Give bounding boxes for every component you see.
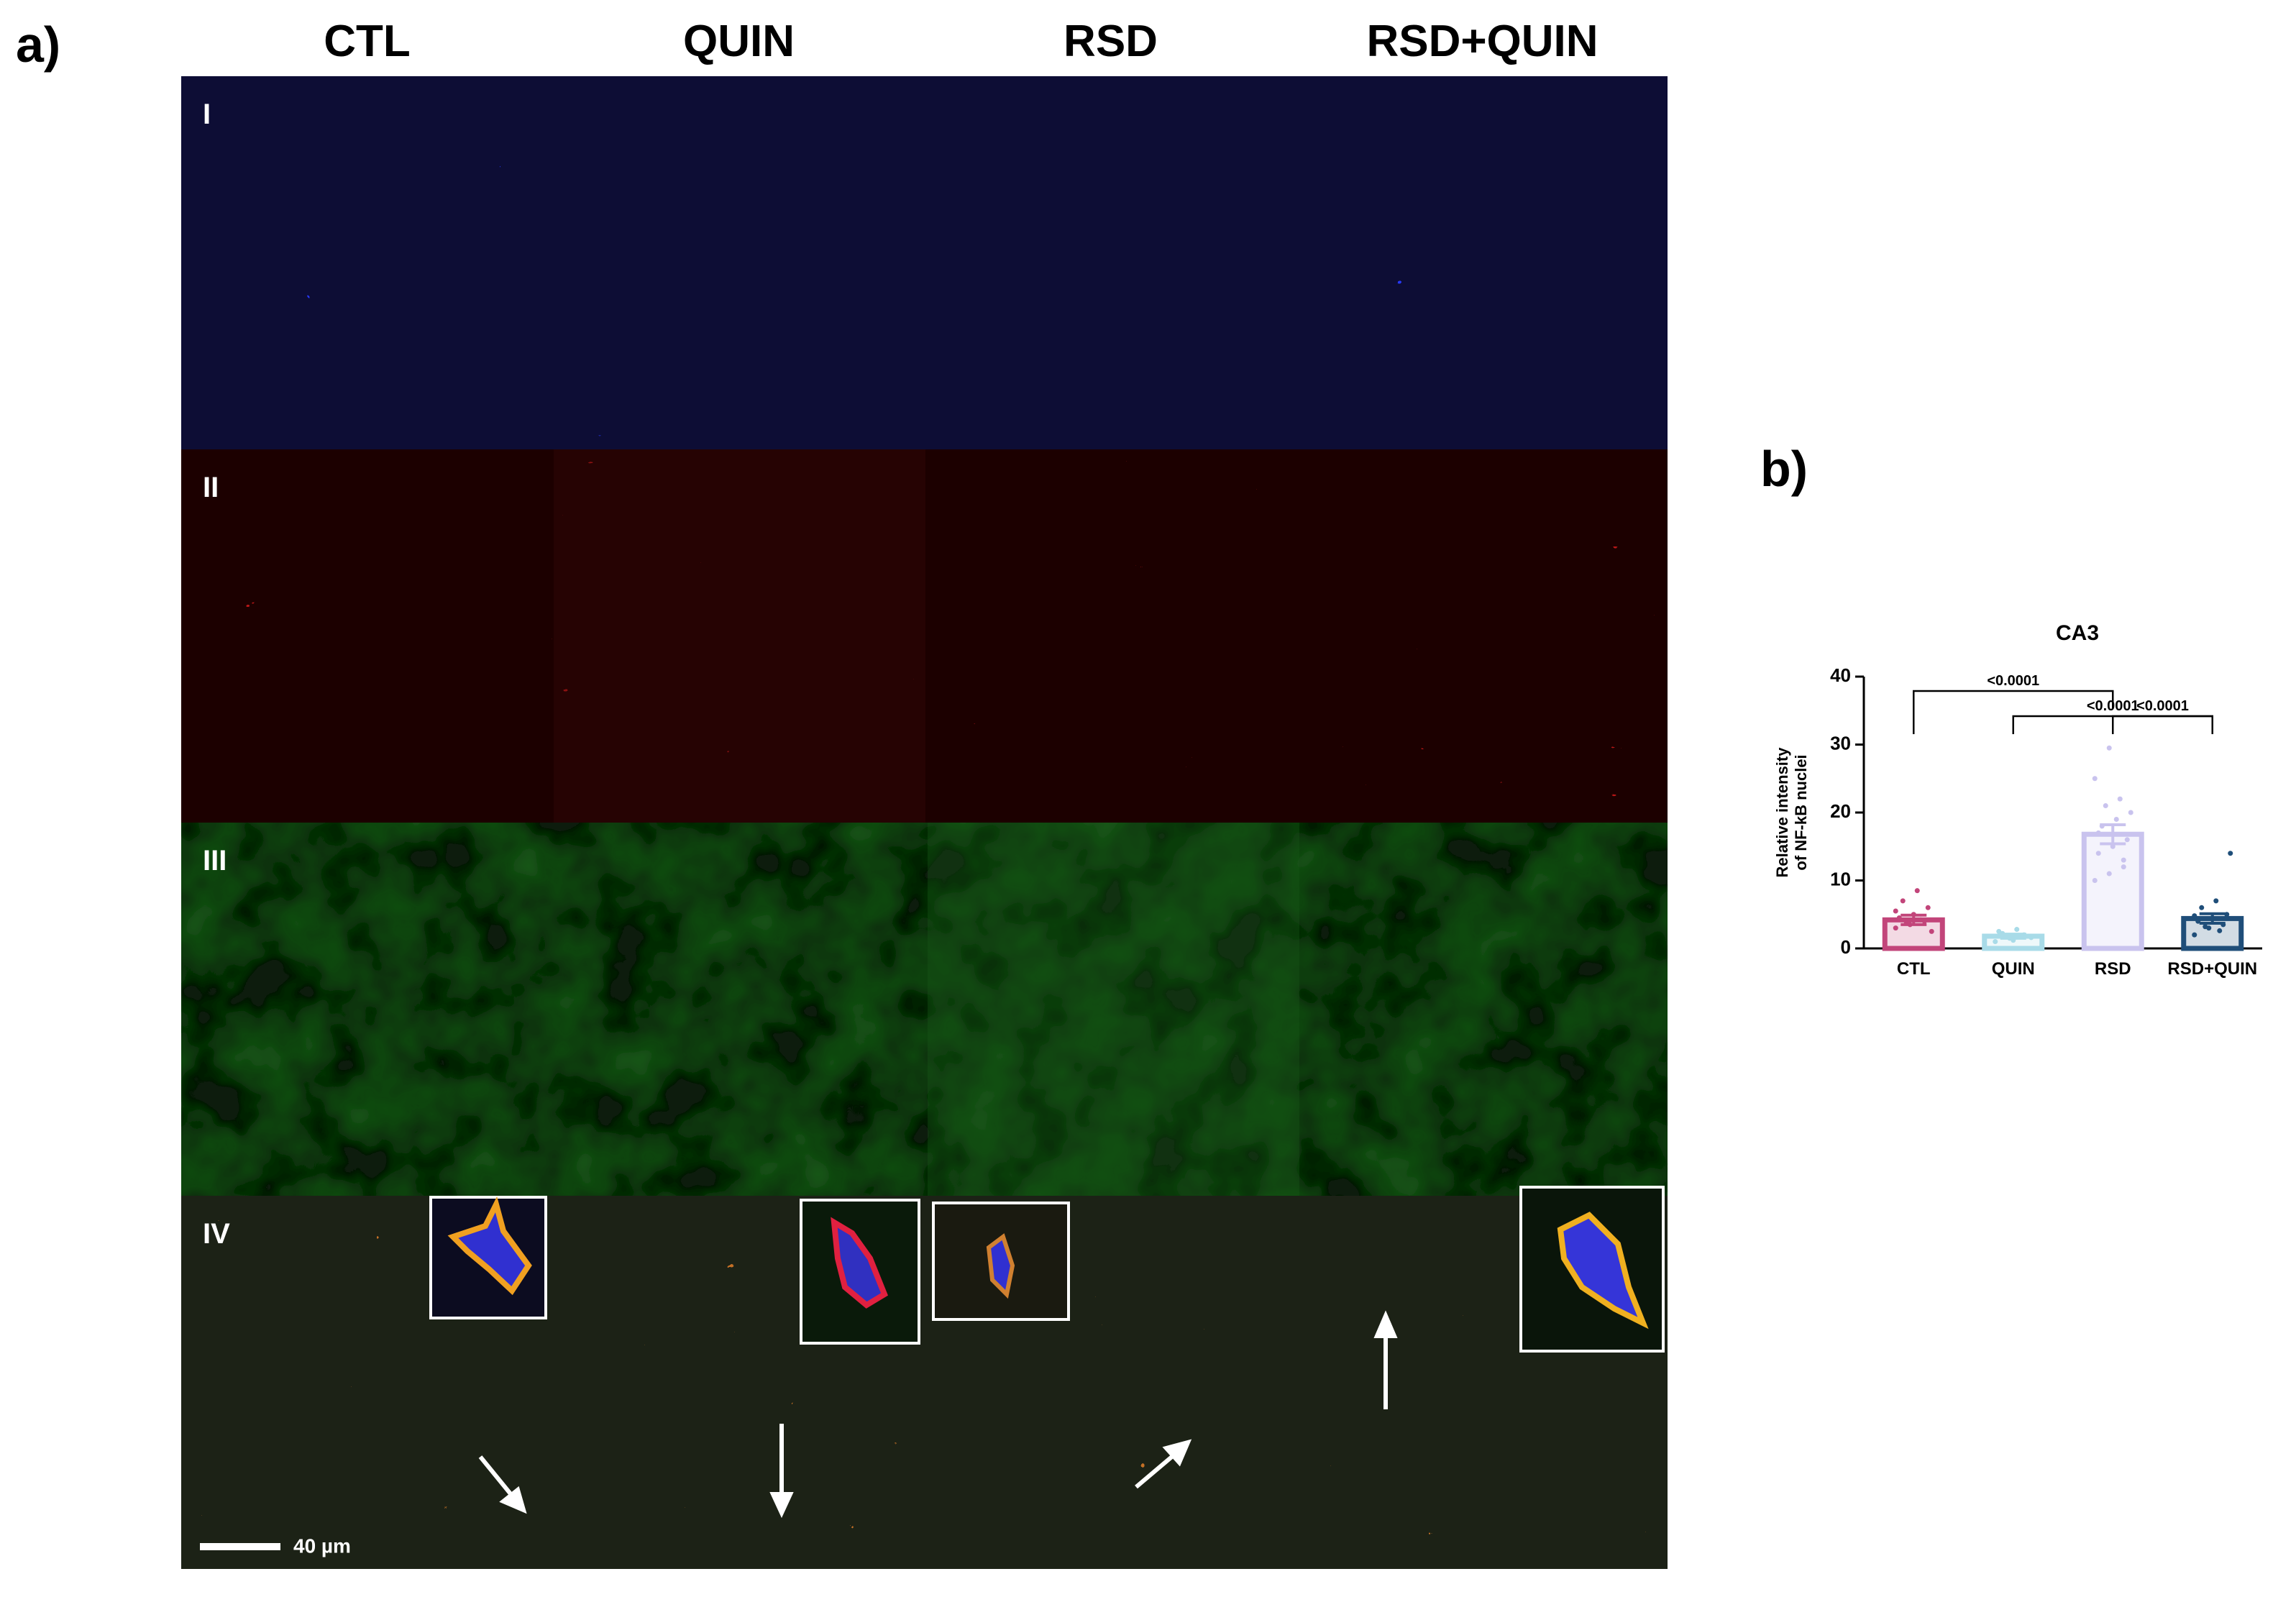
error-bar [2000,933,2026,940]
data-point [2029,935,2034,941]
inset-cell [986,1233,1015,1299]
panel-label: a) [16,17,60,73]
inset-cell [447,1196,532,1296]
data-point [2092,878,2098,883]
data-point [2095,851,2101,856]
arrow-head [769,1492,794,1519]
data-point [2106,871,2112,877]
data-point [2192,913,2197,919]
arrow [478,1455,514,1497]
column-header: RSD+QUIN [1366,17,1598,66]
p-value-label: <0.0001 [2136,698,2189,714]
y-tick-label: 30 [1830,732,1851,754]
y-axis-label: Relative intensity [1773,747,1791,878]
arrow-head [499,1486,527,1514]
data-point [2128,810,2133,815]
data-point [2014,927,2020,933]
p-value-label: <0.0001 [1987,673,2039,689]
column-header: RSD [1064,17,1158,66]
data-point [2121,864,2126,870]
row-label: II [203,472,219,503]
scale-bar-label: 40 µm [293,1534,351,1557]
micrograph-row [181,1196,1668,1569]
insets [429,1186,1665,1353]
panel-label: b) [1760,441,1808,497]
data-point [2095,830,2101,836]
data-point [2113,816,2119,822]
chart-title: CA3 [2056,621,2099,645]
column-header: CTL [324,17,411,66]
x-tick-label: QUIN [1992,959,2035,979]
micrograph-row [181,76,1668,449]
error-bar [1901,913,1927,926]
micrograph-grid [181,76,1668,1569]
arrows [478,1310,1398,1519]
y-axis-label: of NF-kB nuclei [1792,754,1810,870]
y-tick-label: 0 [1841,936,1851,958]
data-point [1893,925,1898,931]
data-point [1993,939,1998,945]
data-point [2199,905,2205,910]
micrograph-tint [928,823,1299,1196]
row-label: III [203,845,227,877]
data-point [2217,928,2223,933]
data-point [1925,905,1931,910]
column-header: QUIN [683,17,795,66]
significance-bracket [1913,690,2114,734]
x-tick-label: RSD [2095,959,2131,979]
micrograph-tint [554,449,925,823]
data-point [2103,803,2108,809]
data-point [2192,932,2197,938]
inset-cell [1557,1212,1649,1330]
data-point [1914,888,1920,894]
micrograph-row [181,823,1668,1196]
data-point [2092,776,2098,782]
y-tick-label: 40 [1830,664,1851,686]
bar [2081,831,2144,951]
error-bar [2100,823,2126,846]
data-point [2117,796,2123,802]
row-label: IV [203,1218,230,1250]
data-point [2228,851,2233,856]
data-point [1918,917,1924,923]
significance-bracket [2112,715,2213,734]
inset-cell [831,1217,888,1309]
p-value-label: <0.0001 [2087,698,2139,714]
data-point [2124,837,2130,843]
data-point [2106,745,2112,751]
data-point [2110,843,2116,849]
data-point [2213,898,2219,904]
micrograph-row [181,449,1668,823]
inset [800,1199,920,1345]
data-point [2121,857,2126,863]
x-tick-label: RSD+QUIN [2167,959,2257,979]
data-point [2224,912,2230,918]
data-point [2195,918,2201,924]
data-point [1893,908,1898,914]
data-point [1900,898,1906,904]
error-bar [2199,912,2226,925]
bar [1882,917,1945,951]
row-label: I [203,99,211,130]
data-point [1896,915,1902,920]
data-point [1929,928,1934,934]
x-tick-label: CTL [1897,959,1931,979]
arrow [1135,1453,1175,1489]
data-point [2203,924,2208,930]
y-tick-label: 10 [1830,868,1851,889]
arrow-head [1373,1310,1398,1338]
arrow-head [1162,1439,1192,1467]
y-tick-label: 20 [1830,800,1851,822]
